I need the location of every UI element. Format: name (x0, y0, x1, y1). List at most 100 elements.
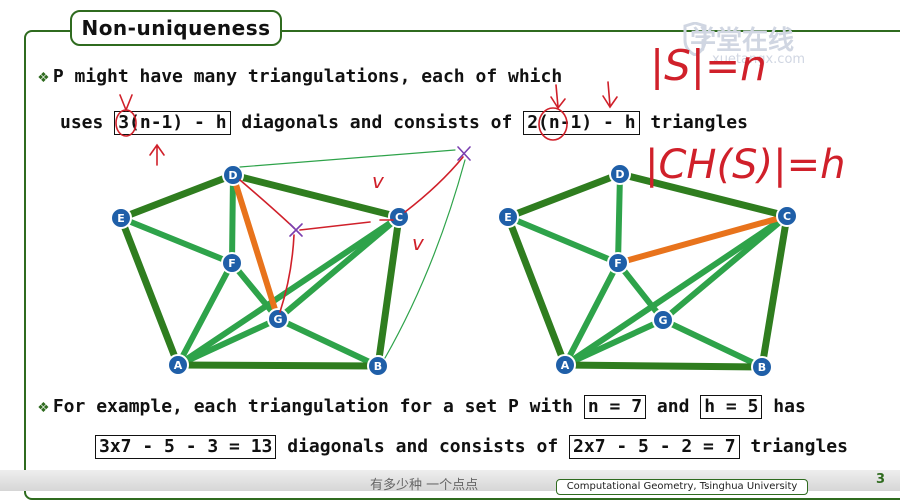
svg-text:G: G (273, 313, 282, 326)
left-vertex-b: B (367, 355, 389, 377)
left-triangulation: A B C D E F G (110, 164, 410, 377)
right-vertex-a: A (554, 354, 576, 376)
svg-text:E: E (504, 211, 512, 224)
x-mark-2 (457, 146, 471, 161)
left-hull-cd (229, 171, 403, 221)
svg-text:B: B (374, 360, 382, 373)
left-diagonal-ef (118, 215, 235, 266)
left-diagonal-ac (175, 214, 402, 368)
right-diagonal-cf (615, 213, 790, 266)
left-diagonal-fg (229, 260, 281, 322)
right-diagonal-ef (505, 214, 621, 266)
triangle-formula: 2(n-1) - h (523, 111, 640, 135)
triangles-text: triangles (650, 112, 748, 133)
arrow-down-mark-3 (602, 81, 618, 109)
left-vertex-d: D (222, 164, 244, 186)
left-vertex-e: E (110, 207, 132, 229)
right-hull-de (504, 170, 624, 221)
diagonal-calc-box: 3x7 - 5 - 3 = 13 (95, 435, 277, 459)
left-hull-bc (374, 213, 403, 370)
left-vertex-a: A (167, 354, 189, 376)
right-vertex-e: E (497, 206, 519, 228)
arrow-down-mark-1 (119, 94, 133, 113)
course-footer-label: Computational Geometry, Tsinghua Univers… (556, 479, 808, 495)
right-hull-ab (561, 361, 766, 371)
right-vertex-c: C (776, 205, 798, 227)
bullet-2-line-1: ❖ For example, each triangulation for a s… (38, 395, 806, 419)
svg-text:A: A (174, 359, 183, 372)
n-equals-box: n = 7 (583, 395, 647, 419)
left-diagonal-bg (275, 316, 381, 369)
example-text: For example, each triangulation for a se… (52, 396, 574, 417)
right-diagonal-ac (562, 213, 790, 368)
svg-text:C: C (395, 211, 403, 224)
mid-text-2: diagonals and consists of (287, 436, 559, 457)
ink-note-s-equals-n: |S|=n (650, 41, 767, 90)
right-diagonal-af (562, 260, 621, 368)
video-subtitle: 有多少种 一个点点 (370, 478, 479, 493)
right-vertex-f: F (607, 252, 629, 274)
svg-text:A: A (561, 359, 570, 372)
right-vertex-g: G (652, 309, 674, 331)
left-hull-ab (174, 361, 382, 370)
mid-text: diagonals and consists of (241, 112, 513, 133)
left-vertex-g: G (267, 308, 289, 330)
h-equals-box: h = 5 (700, 395, 763, 419)
ink-v-mark-1: v (372, 169, 385, 193)
svg-text:D: D (615, 168, 624, 181)
left-vertex-f: F (221, 252, 243, 274)
triangle-calc-box: 2x7 - 5 - 2 = 7 (569, 435, 740, 459)
uses-text: uses (60, 112, 104, 133)
arrow-down-mark-2 (550, 84, 566, 110)
bullet-icon: ❖ (38, 396, 49, 417)
scribble-x-to-c (299, 219, 394, 231)
watermark-text: 学堂在线 (690, 26, 795, 56)
slide-title: Non-uniqueness (70, 10, 282, 46)
hull-extension-line-2 (384, 159, 466, 359)
left-diagonal-df (229, 172, 236, 266)
svg-text:F: F (614, 257, 622, 270)
bullet-1-line-1: ❖ P might have many triangulations, each … (38, 66, 562, 87)
ink-v-mark-2: v (412, 231, 425, 255)
has-text: has (773, 396, 806, 417)
left-diagonal-af (175, 260, 235, 368)
x-mark-1 (289, 223, 303, 237)
scribble-c-to-x2 (404, 156, 464, 213)
right-hull-cd (616, 170, 791, 220)
svg-text:G: G (658, 314, 667, 327)
right-vertex-d: D (609, 163, 631, 185)
scribble-g-to-x (279, 234, 295, 313)
and-text: and (656, 396, 690, 417)
svg-text:C: C (783, 210, 791, 223)
ink-note-ch-equals-h: |CH(S)|=h (645, 142, 845, 188)
right-diagonal-bg (660, 317, 765, 370)
diagonal-formula: 3(n-1) - h (114, 111, 231, 135)
svg-text:D: D (228, 169, 237, 182)
watermark-url: xuetangx.com (712, 52, 806, 67)
right-diagonal-fg (615, 260, 666, 323)
triangles-text-2: triangles (750, 436, 848, 457)
right-vertex-b: B (751, 356, 773, 378)
hull-extension-line (239, 149, 456, 168)
circle-mark-3 (115, 109, 137, 137)
left-vertex-c: C (388, 206, 410, 228)
right-hull-bc (758, 212, 791, 371)
page-number: 3 (876, 472, 886, 487)
right-hull-ae (504, 213, 569, 369)
left-hull-de (117, 171, 237, 222)
bullet-1-text: P might have many triangulations, each o… (52, 66, 563, 87)
bullet-1-line-2: uses 3(n-1) - h diagonals and consists o… (60, 111, 748, 135)
bullet-icon: ❖ (38, 66, 49, 87)
right-diagonal-df (615, 171, 623, 266)
arrow-up-mark (149, 143, 165, 166)
xuetangx-logo-icon (683, 22, 707, 56)
circle-mark-2 (538, 107, 568, 141)
handwritten-annotations (115, 81, 618, 359)
svg-text:F: F (228, 257, 236, 270)
left-hull-ae (117, 214, 182, 369)
svg-text:B: B (758, 361, 766, 374)
bullet-2-line-2: 3x7 - 5 - 3 = 13 diagonals and consists … (95, 435, 848, 459)
left-diagonal-dg (230, 172, 281, 322)
right-triangulation: A B C D E F G (497, 163, 798, 378)
